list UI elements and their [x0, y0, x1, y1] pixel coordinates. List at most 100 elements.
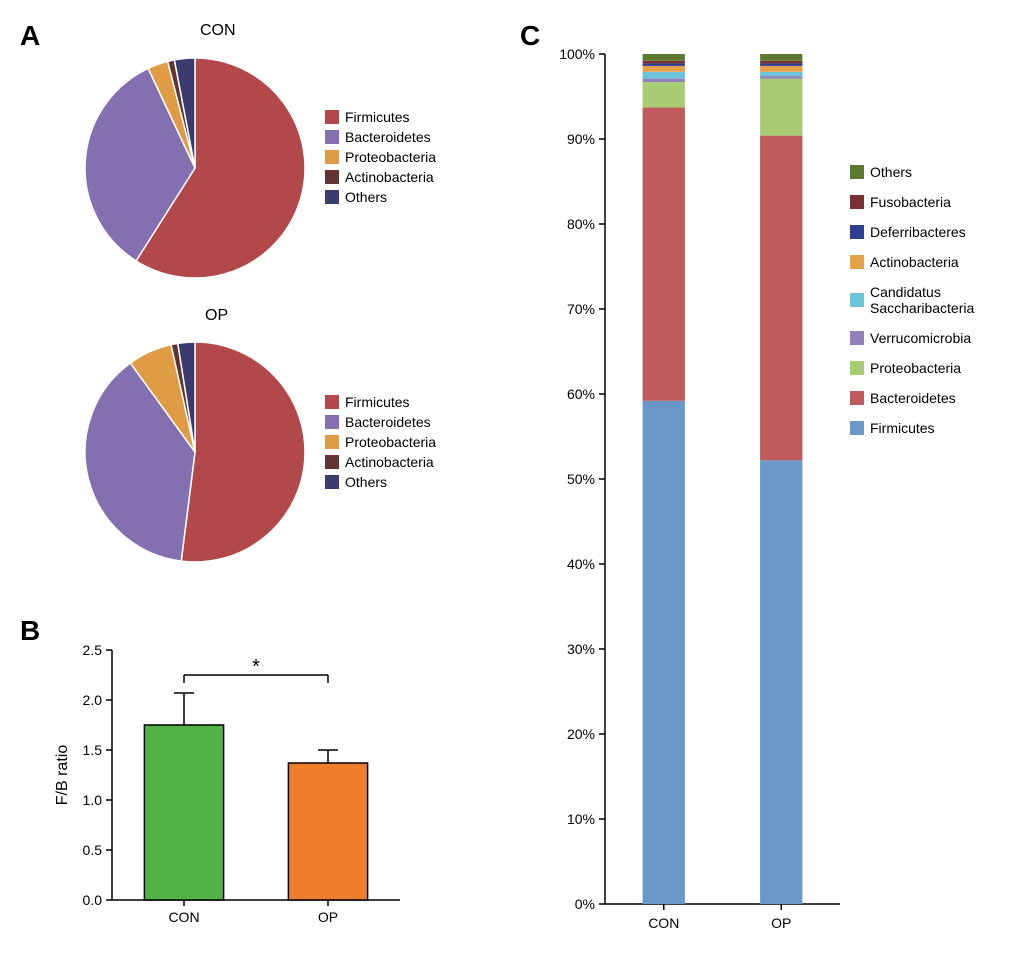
stack-op-verrucomicrobia	[760, 76, 802, 79]
svg-text:F/B ratio: F/B ratio	[54, 745, 71, 806]
stack-con-proteobacteria	[643, 82, 685, 108]
legend-item: Proteobacteria	[325, 434, 436, 450]
legend-item: Others	[325, 189, 436, 205]
legend-label: Actinobacteria	[345, 454, 434, 470]
legend-item: CandidatusSaccharibacteria	[850, 284, 1000, 316]
legend-item: Fusobacteria	[850, 194, 1000, 210]
legend-label: Deferribacteres	[870, 224, 966, 240]
legend-swatch	[325, 110, 339, 124]
pie-op-title: OP	[205, 307, 228, 325]
legend-label: Verrucomicrobia	[870, 330, 971, 346]
panel-b-chart: 0.00.51.01.52.02.5F/B ratioCONOP*	[50, 620, 410, 940]
legend-swatch	[850, 331, 864, 345]
legend-swatch	[325, 395, 339, 409]
legend-label: Others	[345, 474, 387, 490]
legend-item: Firmicutes	[850, 420, 1000, 436]
pie-op	[75, 332, 315, 577]
svg-text:100%: 100%	[559, 46, 595, 62]
svg-text:0.0: 0.0	[83, 892, 103, 908]
svg-text:0.5: 0.5	[83, 842, 103, 858]
legend-label: Bacteroidetes	[870, 390, 956, 406]
legend-label: CandidatusSaccharibacteria	[870, 284, 974, 316]
panel-label-a: A	[20, 20, 40, 52]
legend-label: Proteobacteria	[345, 434, 436, 450]
svg-text:CON: CON	[168, 909, 199, 925]
legend-item: Verrucomicrobia	[850, 330, 1000, 346]
stack-op-deferribacteres	[760, 63, 802, 66]
panel-label-b: B	[20, 615, 40, 647]
svg-text:40%: 40%	[567, 556, 595, 572]
legend-swatch	[325, 190, 339, 204]
stack-op-others	[760, 54, 802, 61]
panel-c-legend: Others Fusobacteria Deferribacteres Actinob…	[850, 150, 1000, 450]
legend-item: Bacteroidetes	[325, 414, 436, 430]
stack-con-fusobacteria	[643, 61, 685, 64]
legend-swatch	[850, 421, 864, 435]
legend-label: Actinobacteria	[870, 254, 959, 270]
pie-op-svg	[75, 332, 315, 572]
legend-label: Proteobacteria	[870, 360, 961, 376]
svg-text:CON: CON	[648, 915, 679, 931]
legend-swatch	[850, 361, 864, 375]
panel-label-c: C	[520, 20, 540, 52]
legend-item: Deferribacteres	[850, 224, 1000, 240]
pie-con-legend: Firmicutes Bacteroidetes Proteobacteria Act…	[325, 105, 436, 209]
legend-swatch	[325, 150, 339, 164]
legend-swatch	[325, 475, 339, 489]
svg-text:30%: 30%	[567, 641, 595, 657]
svg-text:2.0: 2.0	[83, 692, 103, 708]
legend-item: Others	[850, 164, 1000, 180]
svg-text:2.5: 2.5	[83, 642, 103, 658]
legend-label: Actinobacteria	[345, 169, 434, 185]
svg-text:OP: OP	[318, 909, 338, 925]
legend-label: Bacteroidetes	[345, 414, 431, 430]
legend-item: Proteobacteria	[325, 149, 436, 165]
panel-c-chart: 0%10%20%30%40%50%60%70%80%90%100%CONOP	[550, 44, 850, 944]
svg-text:10%: 10%	[567, 811, 595, 827]
legend-swatch	[850, 293, 864, 307]
legend-swatch	[325, 130, 339, 144]
stack-op-proteobacteria	[760, 79, 802, 136]
legend-item: Proteobacteria	[850, 360, 1000, 376]
legend-swatch	[325, 455, 339, 469]
legend-item: Firmicutes	[325, 394, 436, 410]
stack-con-firmicutes	[643, 401, 685, 904]
svg-text:20%: 20%	[567, 726, 595, 742]
svg-text:80%: 80%	[567, 216, 595, 232]
legend-label: Firmicutes	[345, 394, 410, 410]
svg-text:60%: 60%	[567, 386, 595, 402]
svg-text:OP: OP	[771, 915, 791, 931]
stack-op-actinobacteria	[760, 66, 802, 72]
figure-root: A CON Firmicutes Bacteroidetes Proteobacte…	[20, 20, 1000, 939]
legend-swatch	[325, 170, 339, 184]
bar-con	[144, 725, 223, 900]
legend-swatch	[850, 195, 864, 209]
legend-label: Others	[870, 164, 912, 180]
legend-item: Bacteroidetes	[850, 390, 1000, 406]
legend-swatch	[325, 415, 339, 429]
stack-op-fusobacteria	[760, 61, 802, 64]
stack-op-bacteroidetes	[760, 136, 802, 461]
legend-label: Others	[345, 189, 387, 205]
legend-item: Bacteroidetes	[325, 129, 436, 145]
stack-con-deferribacteres	[643, 63, 685, 66]
stack-con-candidatus-saccharibacteria	[643, 72, 685, 79]
bar-op	[288, 763, 367, 900]
legend-item: Others	[325, 474, 436, 490]
legend-label: Fusobacteria	[870, 194, 951, 210]
legend-item: Actinobacteria	[850, 254, 1000, 270]
svg-text:90%: 90%	[567, 131, 595, 147]
legend-label: Firmicutes	[870, 420, 935, 436]
legend-label: Bacteroidetes	[345, 129, 431, 145]
stack-con-bacteroidetes	[643, 108, 685, 401]
legend-item: Actinobacteria	[325, 169, 436, 185]
pie-con-svg	[75, 48, 315, 288]
legend-swatch	[850, 391, 864, 405]
legend-label: Proteobacteria	[345, 149, 436, 165]
svg-text:1.0: 1.0	[83, 792, 103, 808]
legend-item: Firmicutes	[325, 109, 436, 125]
stack-con-verrucomicrobia	[643, 79, 685, 82]
pie-con	[75, 48, 315, 293]
svg-text:0%: 0%	[575, 896, 595, 912]
svg-text:1.5: 1.5	[83, 742, 103, 758]
